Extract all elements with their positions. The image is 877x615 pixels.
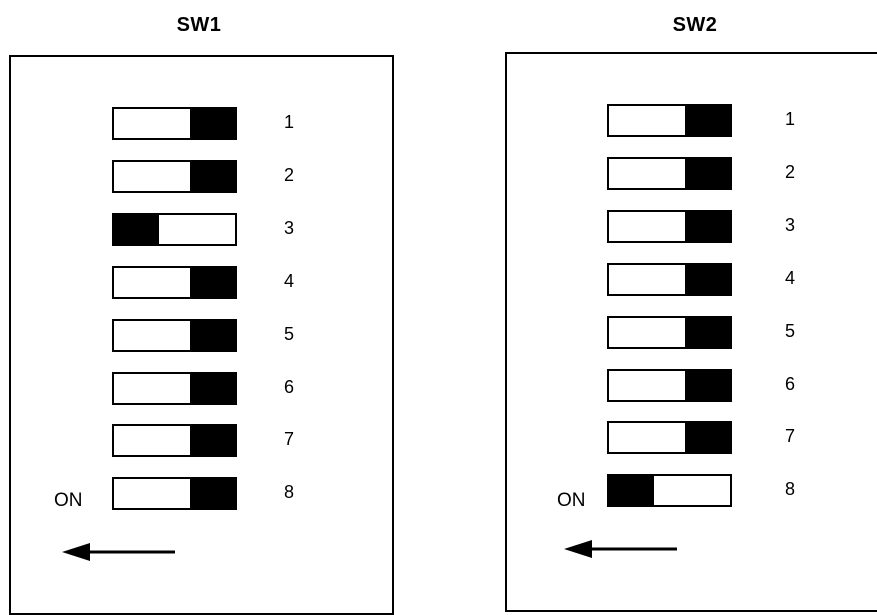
sw2-dip-switch-7[interactable] (607, 421, 732, 454)
switch-actuator (609, 476, 654, 505)
sw2-dip-switch-6[interactable] (607, 369, 732, 402)
switch-actuator (685, 423, 730, 452)
switch-actuator (190, 321, 235, 350)
sw1-dip-switch-3[interactable] (112, 213, 237, 246)
sw1-dip-switch-4[interactable] (112, 266, 237, 299)
sw1-dip-switch-7[interactable] (112, 424, 237, 457)
switch-actuator (190, 374, 235, 403)
switch-actuator (685, 318, 730, 347)
sw2-on-direction-arrow-icon (564, 540, 677, 558)
sw1-position-number: 6 (283, 377, 294, 397)
switch-actuator (685, 265, 730, 294)
sw1-position-number: 7 (283, 429, 294, 449)
sw1-dip-switch-6[interactable] (112, 372, 237, 405)
sw2-position-number: 8 (784, 479, 795, 499)
switch-actuator (685, 159, 730, 188)
sw1-position-number: 3 (283, 218, 294, 238)
sw1-dip-switch-2[interactable] (112, 160, 237, 193)
switch-actuator (685, 212, 730, 241)
switch-actuator (685, 371, 730, 400)
sw2-position-number: 7 (784, 426, 795, 446)
sw2-position-number: 3 (784, 215, 795, 235)
sw2-position-number: 6 (784, 374, 795, 394)
sw1-dip-switch-1[interactable] (112, 107, 237, 140)
sw1-on-direction-arrow-icon (62, 543, 175, 561)
sw2-position-number: 5 (784, 321, 795, 341)
switch-actuator (190, 109, 235, 138)
sw1-title: SW1 (176, 14, 222, 36)
sw2-dip-switch-3[interactable] (607, 210, 732, 243)
sw1-dip-switch-5[interactable] (112, 319, 237, 352)
sw2-dip-switch-8[interactable] (607, 474, 732, 507)
sw1-on-label: ON (54, 490, 83, 511)
sw2-dip-switch-5[interactable] (607, 316, 732, 349)
sw1-dip-switch-8[interactable] (112, 477, 237, 510)
sw1-position-number: 5 (283, 324, 294, 344)
switch-actuator (114, 215, 159, 244)
sw2-position-number: 4 (784, 268, 795, 288)
sw1-position-number: 8 (283, 482, 294, 502)
sw2-dip-switch-1[interactable] (607, 104, 732, 137)
sw2-dip-switch-2[interactable] (607, 157, 732, 190)
sw2-position-number: 2 (784, 162, 795, 182)
sw2-title: SW2 (672, 14, 718, 36)
switch-actuator (190, 268, 235, 297)
switch-actuator (190, 426, 235, 455)
sw1-position-number: 1 (283, 112, 294, 132)
sw1-position-number: 2 (283, 165, 294, 185)
sw1-position-number: 4 (283, 271, 294, 291)
sw2-dip-switch-4[interactable] (607, 263, 732, 296)
sw2-on-label: ON (557, 490, 586, 511)
sw2-position-number: 1 (784, 109, 795, 129)
switch-actuator (190, 162, 235, 191)
switch-actuator (190, 479, 235, 508)
switch-actuator (685, 106, 730, 135)
